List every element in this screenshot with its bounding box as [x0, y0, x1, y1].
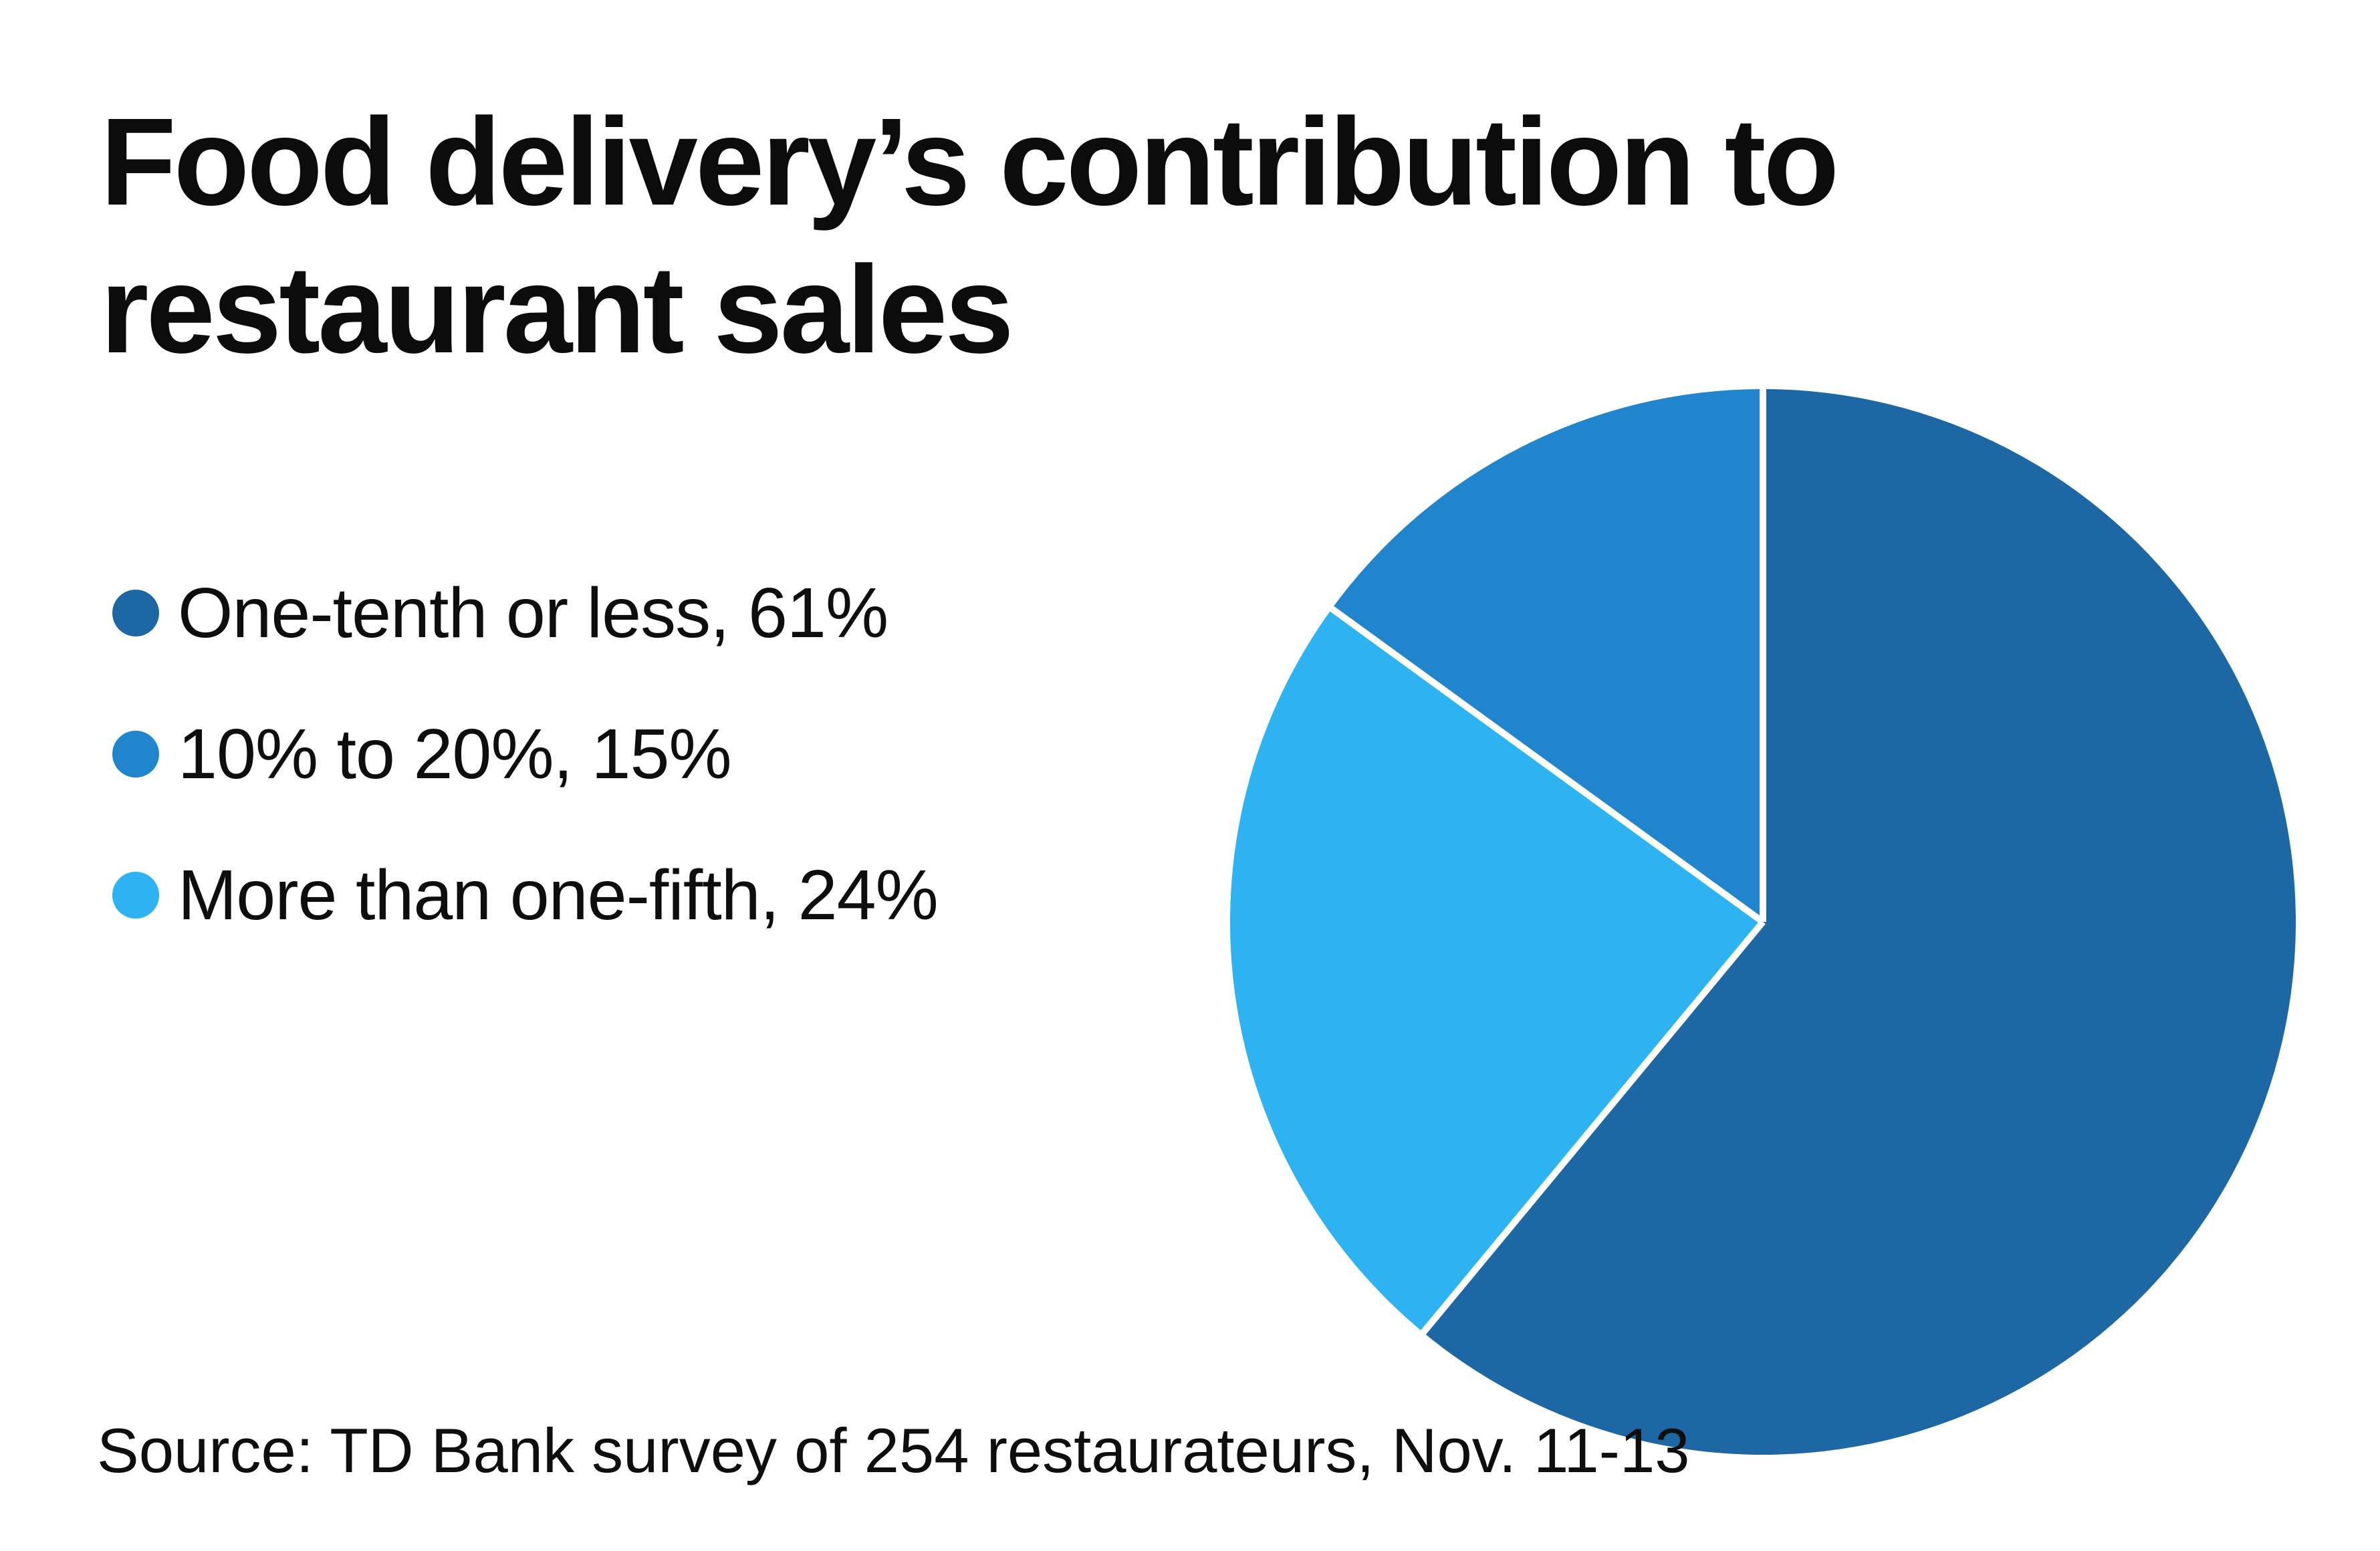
page-title-line2: restaurant sales	[100, 241, 1014, 379]
legend-swatch-icon	[112, 731, 159, 778]
source-note: Source: TD Bank survey of 254 restaurate…	[97, 1415, 1690, 1485]
legend: One-tenth or less, 61% 10% to 20%, 15% M…	[112, 563, 939, 986]
legend-label: One-tenth or less, 61%	[178, 573, 888, 652]
pie-chart	[1229, 389, 2296, 1455]
legend-swatch-icon	[112, 590, 159, 636]
legend-label: 10% to 20%, 15%	[178, 714, 732, 794]
slice-separator	[1421, 919, 1766, 1335]
pie-slice-one-tenth-or-less	[1423, 389, 2296, 1455]
legend-item: More than one-fifth, 24%	[112, 845, 939, 945]
page-title-line1: Food delivery’s contribution to	[100, 93, 1839, 231]
pie-slice-more-than-one-fifth	[1229, 608, 1763, 1333]
slice-separator	[1330, 606, 1765, 925]
legend-item: 10% to 20%, 15%	[112, 704, 938, 804]
pie-slice-10-to-20-	[1332, 389, 1763, 922]
legend-swatch-icon	[112, 872, 159, 919]
legend-label: More than one-fifth, 24%	[178, 855, 939, 935]
page-title: Food delivery’s contribution to restaura…	[100, 88, 1839, 384]
legend-item: One-tenth or less, 61%	[112, 563, 938, 663]
